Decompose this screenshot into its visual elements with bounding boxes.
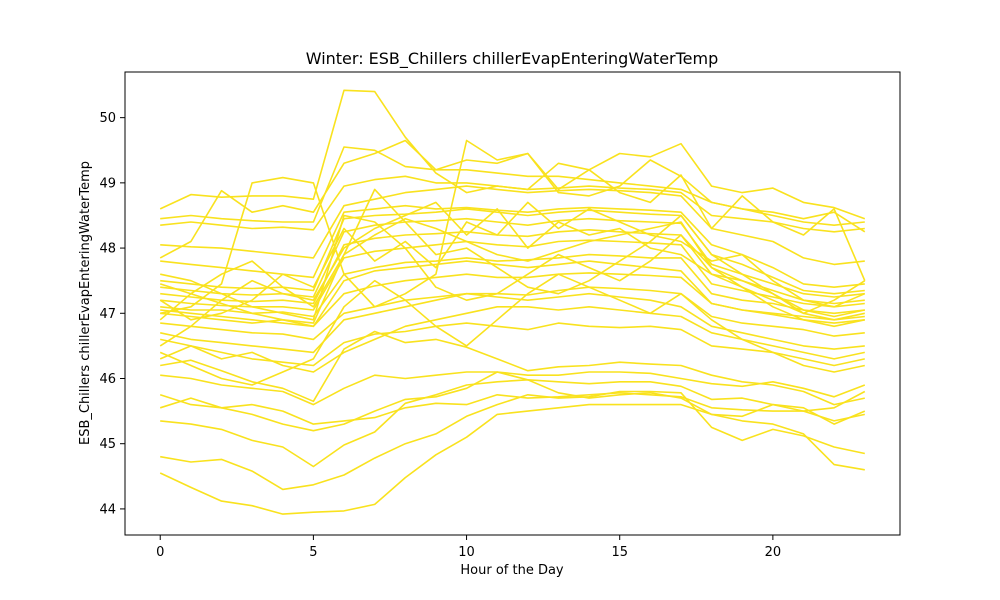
series-line-26 — [160, 214, 865, 328]
series-line-2 — [160, 390, 865, 491]
x-tick-label: 15 — [611, 545, 628, 560]
x-tick-label: 5 — [309, 545, 317, 560]
series-line-15 — [160, 208, 865, 295]
series-line-8 — [160, 322, 865, 367]
series-line-1 — [159, 403, 865, 515]
y-axis-ticks: 44 45 46 47 48 49 50 — [99, 111, 125, 517]
chart-title: Winter: ESB_Chillers chillerEvapEntering… — [306, 49, 719, 69]
y-tick-label: 46 — [99, 372, 116, 387]
y-tick-label: 50 — [99, 111, 116, 126]
x-tick-label: 10 — [458, 545, 475, 560]
series-line-12 — [160, 239, 865, 311]
series-line-22 — [160, 139, 866, 315]
plot-frame — [124, 71, 901, 536]
series-line-17 — [160, 185, 865, 266]
series-line-27 — [159, 188, 866, 321]
series-line-9 — [160, 286, 865, 341]
series-line-31 — [160, 260, 865, 328]
x-tick-label: 0 — [156, 545, 164, 560]
series-line-30 — [160, 292, 865, 354]
series-line-24 — [159, 201, 866, 321]
series-line-23 — [159, 201, 865, 347]
series-layer — [159, 89, 866, 515]
series-line-3 — [160, 378, 866, 468]
y-tick-label: 49 — [99, 176, 116, 191]
series-line-21 — [159, 139, 866, 259]
x-axis-label: Hour of the Day — [460, 563, 564, 578]
series-line-29 — [159, 217, 865, 324]
series-line-14 — [160, 217, 865, 298]
y-axis-label: ESB_Chillers chillerEvapEnteringWaterTem… — [78, 161, 93, 445]
series-line-20 — [159, 89, 866, 220]
y-tick-label: 45 — [99, 437, 116, 452]
series-line-6 — [159, 371, 865, 432]
series-line-5 — [160, 371, 866, 406]
series-line-4 — [159, 390, 866, 425]
x-tick-label: 20 — [765, 545, 782, 560]
series-line-7 — [160, 330, 865, 406]
y-tick-label: 47 — [99, 307, 116, 322]
series-line-28 — [159, 273, 865, 386]
y-tick-label: 48 — [99, 242, 116, 257]
x-axis-ticks: 0 5 10 15 20 — [156, 535, 781, 560]
series-line-16 — [160, 204, 865, 289]
y-tick-label: 44 — [99, 502, 116, 517]
